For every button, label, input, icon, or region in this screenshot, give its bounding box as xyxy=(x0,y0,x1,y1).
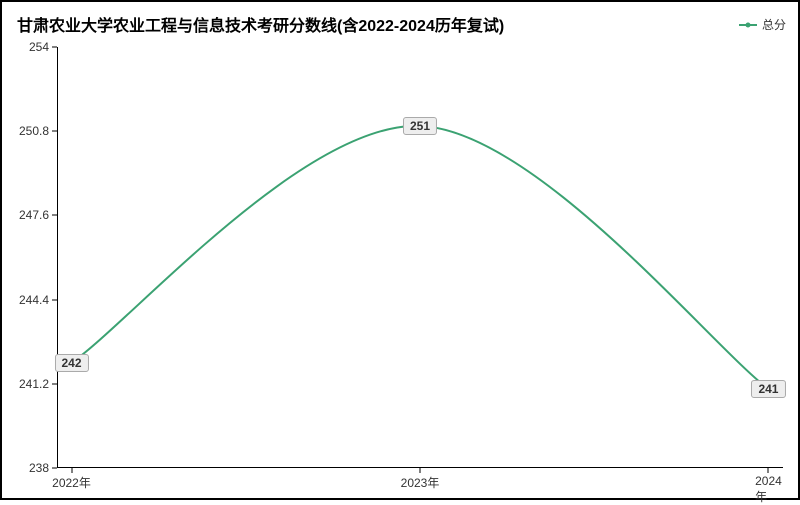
data-label: 241 xyxy=(751,380,785,398)
x-tick-mark xyxy=(420,468,421,473)
y-tick-mark xyxy=(52,383,57,384)
legend: 总分 xyxy=(739,16,786,33)
y-tick-mark xyxy=(52,215,57,216)
chart-title: 甘肃农业大学农业工程与信息技术考研分数线(含2022-2024历年复试) xyxy=(17,12,504,36)
x-tick-mark xyxy=(71,468,72,473)
y-tick-label: 247.6 xyxy=(19,208,49,222)
x-tick-label: 2022年 xyxy=(52,474,91,491)
y-tick-mark xyxy=(52,131,57,132)
chart-container: 甘肃农业大学农业工程与信息技术考研分数线(含2022-2024历年复试) 总分 … xyxy=(0,0,800,500)
y-tick-mark xyxy=(52,47,57,48)
x-tick-label: 2024年 xyxy=(755,474,782,505)
y-tick-label: 250.8 xyxy=(19,124,49,138)
legend-marker xyxy=(739,24,757,26)
y-tick-mark xyxy=(52,299,57,300)
data-label: 251 xyxy=(403,117,437,135)
series-line xyxy=(72,126,769,389)
line-svg xyxy=(57,47,783,468)
legend-label: 总分 xyxy=(762,16,786,33)
y-tick-label: 244.4 xyxy=(19,293,49,307)
y-tick-label: 241.2 xyxy=(19,377,49,391)
x-tick-mark xyxy=(768,468,769,473)
plot-area: 238241.2244.4247.6250.82542022年2023年2024… xyxy=(57,47,783,468)
y-tick-label: 238 xyxy=(29,461,49,475)
y-tick-label: 254 xyxy=(29,40,49,54)
data-label: 242 xyxy=(55,354,89,372)
y-tick-mark xyxy=(52,468,57,469)
x-tick-label: 2023年 xyxy=(401,474,440,491)
